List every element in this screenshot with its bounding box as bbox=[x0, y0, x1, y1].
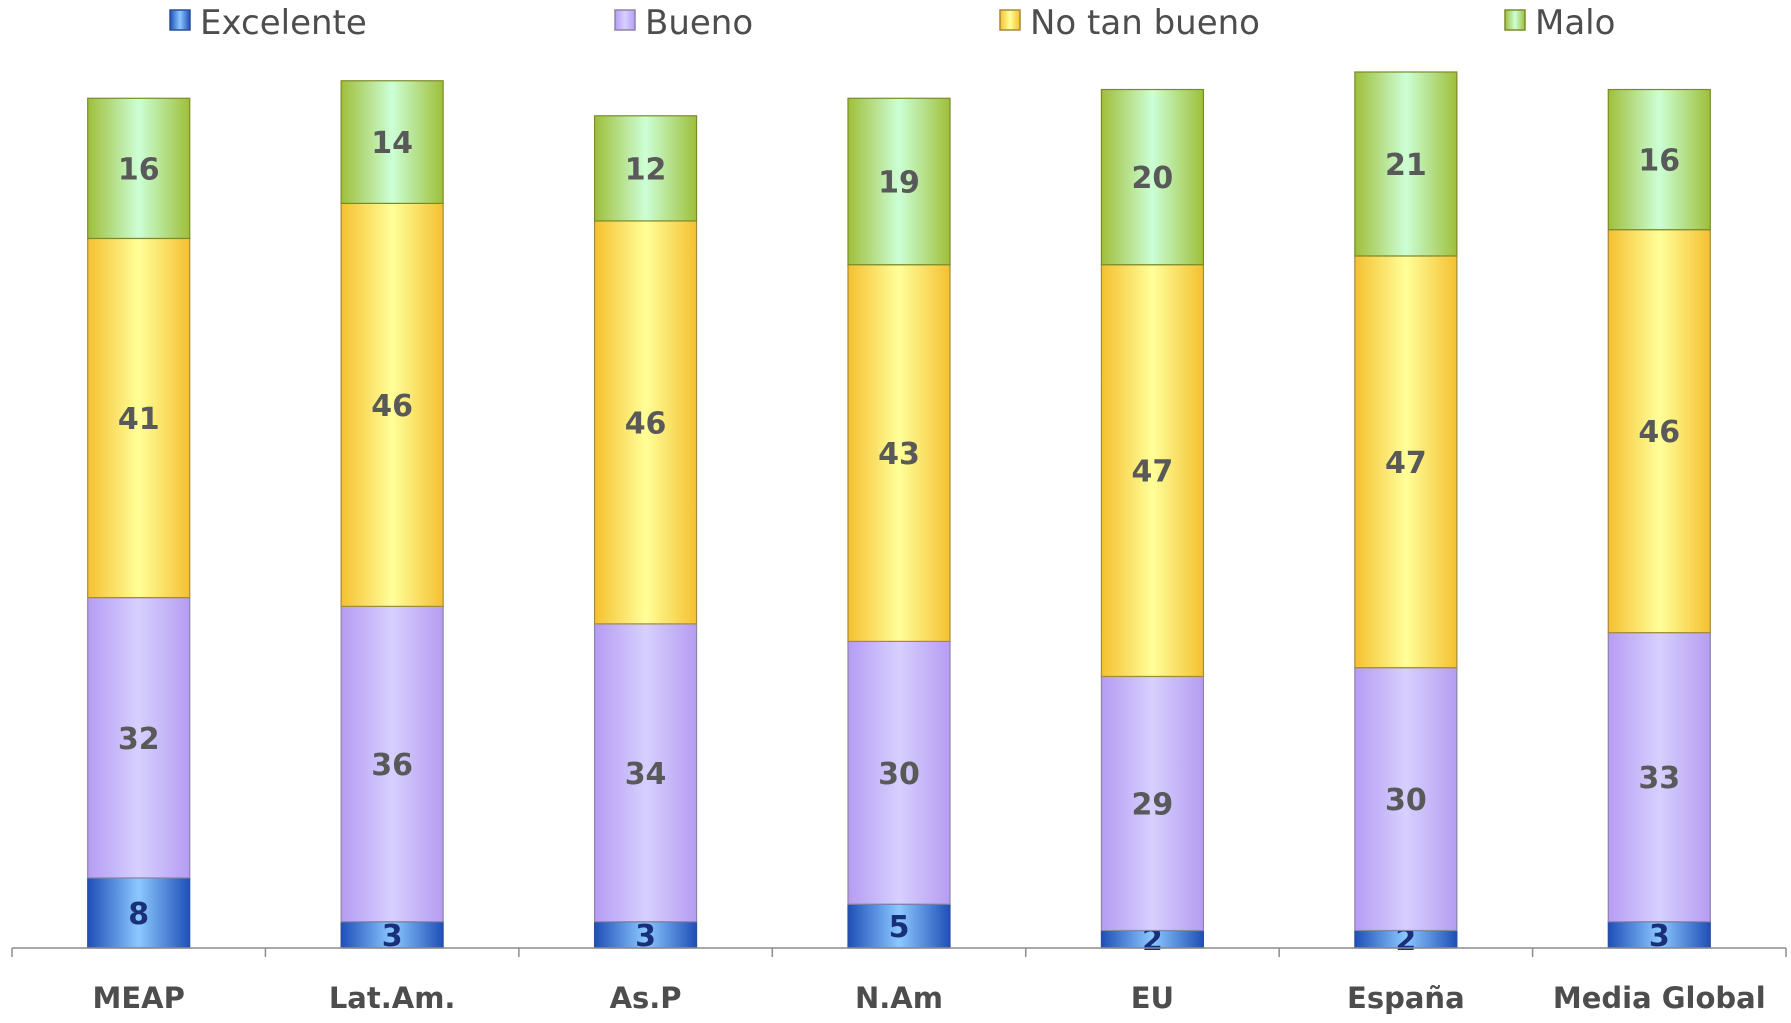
data-label: 30 bbox=[878, 757, 920, 792]
data-label: 29 bbox=[1132, 787, 1174, 822]
bar-stack-meap: 8 32 41 16 bbox=[87, 97, 191, 949]
legend-item-excelente: Excelente bbox=[169, 3, 367, 43]
data-label: 43 bbox=[878, 437, 920, 472]
data-label: 12 bbox=[625, 152, 667, 187]
data-label: 34 bbox=[625, 757, 667, 792]
bar-segment-malo bbox=[1354, 71, 1458, 257]
data-label: 2 bbox=[1395, 923, 1416, 958]
bar-segment-no-tan-bueno bbox=[1607, 229, 1711, 634]
x-tick-label: EU bbox=[1131, 981, 1174, 1015]
data-label: 21 bbox=[1385, 148, 1427, 183]
bar-segment-excelente bbox=[593, 921, 698, 949]
bar-segment-bueno bbox=[340, 605, 444, 923]
bar-segment-no-tan-bueno bbox=[1100, 264, 1205, 678]
bar-stack-espana: 2 30 47 21 bbox=[1354, 71, 1458, 958]
bar-segment-excelente bbox=[847, 903, 951, 949]
data-label: 47 bbox=[1132, 455, 1174, 490]
data-label: 8 bbox=[128, 897, 149, 932]
bar-segment-malo bbox=[847, 97, 951, 266]
legend-label: No tan bueno bbox=[1030, 3, 1260, 43]
x-tick-label: Media Global bbox=[1553, 981, 1766, 1015]
data-label: 3 bbox=[635, 919, 656, 954]
data-label: 41 bbox=[118, 402, 160, 437]
data-label: 46 bbox=[625, 406, 667, 441]
bar-segment-bueno bbox=[87, 596, 191, 879]
bar-segment-no-tan-bueno bbox=[340, 202, 444, 607]
bar-segment-bueno bbox=[593, 623, 698, 923]
x-tick-label: As.P bbox=[610, 981, 682, 1015]
data-label: 14 bbox=[371, 126, 413, 161]
data-label: 30 bbox=[1385, 783, 1427, 818]
x-tick-label: España bbox=[1347, 981, 1465, 1015]
bar-stack-n-am: 5 30 43 19 bbox=[847, 97, 951, 949]
bars: 8 32 41 16 3 36 46 14 3 34 46 12 5 30 43 19 2 29 47 20 2 30 47… bbox=[87, 71, 1711, 958]
data-label: 46 bbox=[371, 389, 413, 424]
bar-stack-as-p: 3 34 46 12 bbox=[593, 115, 698, 954]
legend-item-bueno: Bueno bbox=[614, 3, 753, 43]
legend-swatch bbox=[614, 9, 636, 31]
legend-label: Bueno bbox=[645, 3, 753, 43]
data-label: 33 bbox=[1638, 761, 1680, 796]
data-label: 3 bbox=[1649, 919, 1670, 954]
legend-item-malo: Malo bbox=[1504, 3, 1615, 43]
bar-stack-lat-am: 3 36 46 14 bbox=[340, 80, 444, 954]
data-label: 2 bbox=[1142, 923, 1163, 958]
legend-label: Malo bbox=[1535, 3, 1615, 43]
legend: Excelente Bueno No tan bueno Malo bbox=[169, 3, 1615, 43]
data-label: 36 bbox=[371, 748, 413, 783]
data-label: 3 bbox=[382, 919, 403, 954]
legend-swatch bbox=[999, 9, 1021, 31]
bar-segment-malo bbox=[1607, 88, 1711, 231]
bar-segment-no-tan-bueno bbox=[847, 264, 951, 642]
data-label: 47 bbox=[1385, 446, 1427, 481]
bar-segment-bueno bbox=[847, 640, 951, 905]
x-tick-label: N.Am bbox=[855, 981, 943, 1015]
x-tick-label: Lat.Am. bbox=[329, 981, 456, 1015]
data-label: 20 bbox=[1132, 161, 1174, 196]
bar-segment-bueno bbox=[1607, 632, 1711, 923]
bar-segment-malo bbox=[87, 97, 191, 240]
bar-stack-eu: 2 29 47 20 bbox=[1100, 88, 1205, 958]
legend-swatch bbox=[169, 9, 191, 31]
bar-segment-malo bbox=[340, 80, 444, 205]
data-label: 5 bbox=[889, 910, 910, 945]
data-label: 16 bbox=[118, 152, 160, 187]
data-label: 32 bbox=[118, 722, 160, 757]
bar-segment-malo bbox=[593, 115, 698, 222]
bar-segment-bueno bbox=[1354, 667, 1458, 932]
data-label: 19 bbox=[878, 166, 920, 201]
x-axis: MEAP Lat.Am. As.P N.Am EU España Media Global bbox=[11, 947, 1787, 1015]
legend-label: Excelente bbox=[200, 3, 367, 43]
legend-swatch bbox=[1504, 9, 1526, 31]
bar-segment-bueno bbox=[1100, 675, 1205, 932]
data-label: 46 bbox=[1638, 415, 1680, 450]
legend-item-no-tan-bueno: No tan bueno bbox=[999, 3, 1260, 43]
bar-segment-excelente bbox=[87, 877, 191, 949]
x-tick-label: MEAP bbox=[93, 981, 185, 1015]
bar-segment-malo bbox=[1100, 88, 1205, 266]
data-label: 16 bbox=[1638, 144, 1680, 179]
